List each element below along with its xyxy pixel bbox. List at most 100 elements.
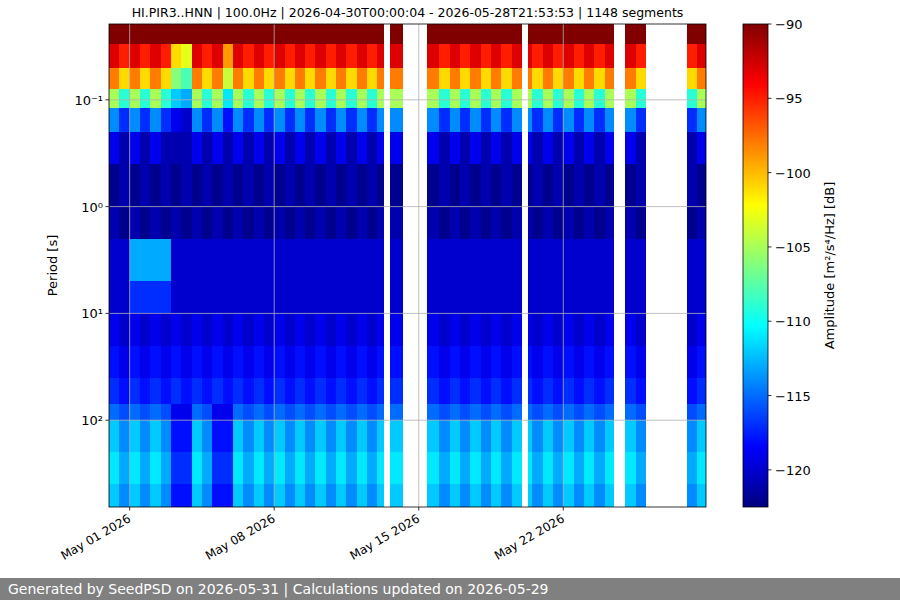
- cell: [427, 24, 440, 44]
- cell: [605, 24, 615, 44]
- cell: [625, 378, 636, 404]
- cell: [584, 404, 595, 421]
- cell: [687, 44, 698, 68]
- cell: [161, 239, 172, 282]
- cell: [254, 44, 265, 68]
- cell: [367, 281, 378, 314]
- cell: [181, 378, 192, 404]
- cell: [264, 239, 275, 282]
- cell: [553, 108, 564, 132]
- x-tick-label: May 22 2026: [492, 511, 567, 562]
- cell: [390, 346, 403, 379]
- cell: [243, 239, 254, 282]
- cell: [532, 346, 543, 379]
- cell: [119, 24, 130, 44]
- cell: [254, 108, 265, 132]
- cell: [605, 108, 615, 132]
- cell: [377, 404, 384, 421]
- cell: [636, 378, 647, 404]
- cell: [574, 44, 585, 68]
- cell: [305, 108, 316, 132]
- cell: [264, 346, 275, 379]
- cell: [697, 207, 706, 240]
- cell: [274, 313, 285, 346]
- cell: [171, 24, 182, 44]
- cell: [140, 420, 151, 453]
- cell: [553, 164, 564, 207]
- cell: [357, 281, 368, 314]
- cell: [305, 452, 316, 485]
- cell: [390, 420, 403, 453]
- cell: [528, 89, 533, 108]
- cell: [470, 132, 481, 165]
- cell: [161, 281, 172, 314]
- cell: [481, 68, 492, 90]
- cell: [243, 89, 254, 108]
- cell: [357, 164, 368, 207]
- cell: [161, 68, 172, 90]
- cell: [439, 24, 450, 44]
- cell: [109, 346, 120, 379]
- cell: [192, 346, 203, 379]
- cell: [470, 313, 481, 346]
- cell: [109, 484, 120, 507]
- cell: [377, 68, 384, 90]
- cell: [305, 346, 316, 379]
- cell: [687, 281, 698, 314]
- cell: [326, 378, 337, 404]
- cell: [605, 239, 615, 282]
- cell: [130, 132, 141, 165]
- cell: [181, 346, 192, 379]
- cell: [574, 484, 585, 507]
- cell: [233, 132, 244, 165]
- cell: [243, 44, 254, 68]
- cell: [491, 281, 502, 314]
- cell: [202, 68, 213, 90]
- cell: [161, 108, 172, 132]
- cell: [357, 452, 368, 485]
- cell: [367, 484, 378, 507]
- cell: [119, 108, 130, 132]
- cell: [377, 378, 384, 404]
- cell: [161, 89, 172, 108]
- cell: [346, 313, 357, 346]
- cell: [181, 24, 192, 44]
- colorbar-tick: [768, 395, 772, 396]
- cell: [346, 281, 357, 314]
- cell: [687, 89, 698, 108]
- cell: [574, 207, 585, 240]
- cell: [605, 44, 615, 68]
- cell: [528, 68, 533, 90]
- cell: [512, 452, 523, 485]
- cell: [481, 420, 492, 453]
- cell: [367, 346, 378, 379]
- cell: [491, 207, 502, 240]
- cell: [553, 89, 564, 108]
- cell: [285, 89, 296, 108]
- cell: [357, 108, 368, 132]
- cell: [481, 452, 492, 485]
- cell: [390, 44, 403, 68]
- cell: [563, 89, 574, 108]
- cell: [223, 207, 234, 240]
- cell: [285, 420, 296, 453]
- cell: [357, 24, 368, 44]
- cell: [543, 207, 554, 240]
- cell: [377, 89, 384, 108]
- cell: [501, 89, 512, 108]
- cell: [346, 452, 357, 485]
- cell: [584, 44, 595, 68]
- cell: [254, 24, 265, 44]
- cell: [150, 89, 161, 108]
- cell: [223, 239, 234, 282]
- cell: [427, 68, 440, 90]
- cell: [223, 89, 234, 108]
- cell: [470, 378, 481, 404]
- cell: [367, 132, 378, 165]
- cell: [326, 207, 337, 240]
- cell: [119, 44, 130, 68]
- cell: [233, 164, 244, 207]
- y-tick-label: 10⁰: [81, 200, 103, 215]
- cell: [295, 452, 306, 485]
- cell: [109, 68, 120, 90]
